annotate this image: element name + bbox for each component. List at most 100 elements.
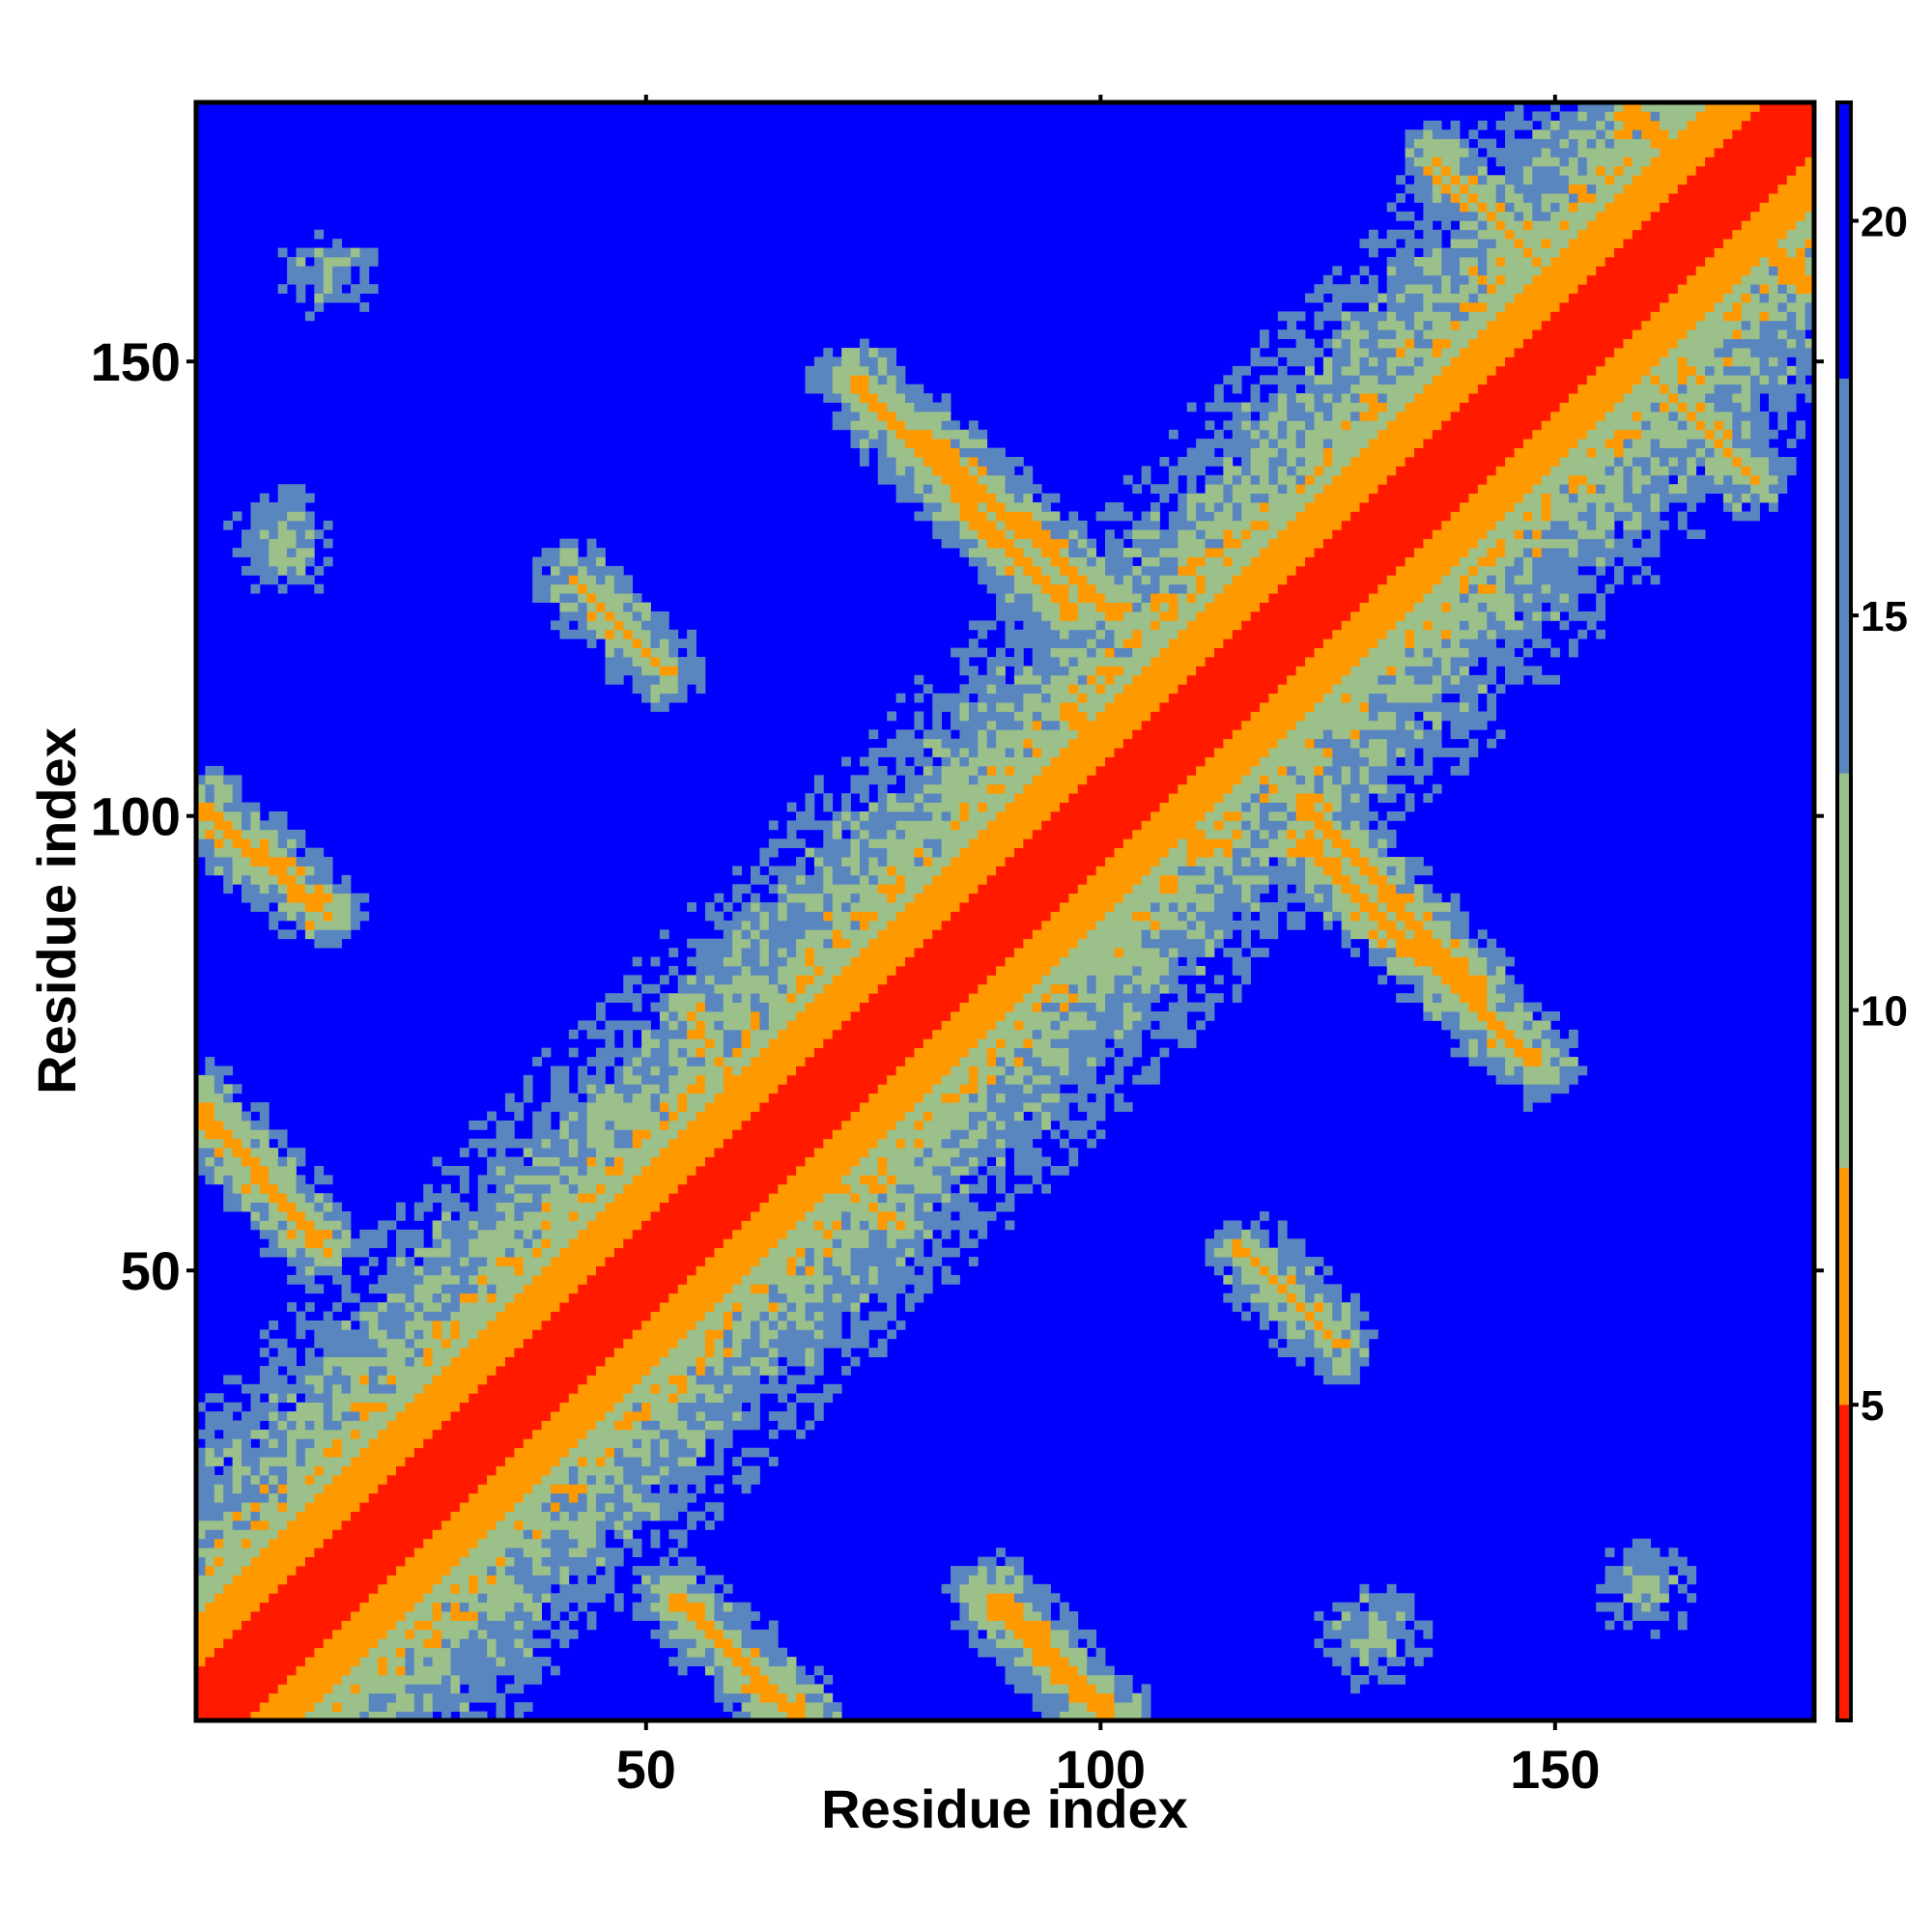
heatmap-cell bbox=[413, 1657, 424, 1666]
heatmap-cell bbox=[659, 1611, 669, 1621]
heatmap-cell bbox=[223, 1420, 234, 1431]
heatmap-cell bbox=[632, 1265, 642, 1276]
heatmap-cell bbox=[323, 538, 333, 549]
heatmap-cell bbox=[786, 866, 797, 876]
heatmap-cell bbox=[277, 1375, 288, 1385]
heatmap-cell bbox=[741, 1293, 752, 1303]
heatmap-cell bbox=[768, 993, 779, 1003]
heatmap-cell bbox=[768, 1411, 779, 1421]
heatmap-cell bbox=[832, 1084, 842, 1094]
heatmap-cell bbox=[623, 666, 634, 676]
heatmap-cell bbox=[405, 1647, 415, 1658]
heatmap-cell bbox=[605, 1402, 615, 1412]
heatmap-cell bbox=[704, 1611, 715, 1621]
heatmap-cell bbox=[768, 1093, 779, 1103]
heatmap-cell bbox=[568, 1320, 579, 1330]
heatmap-cell bbox=[605, 674, 615, 685]
heatmap-cell bbox=[441, 1520, 451, 1530]
heatmap-cell bbox=[550, 1429, 560, 1439]
heatmap-cell bbox=[441, 1220, 451, 1231]
heatmap-cell bbox=[223, 1065, 234, 1076]
heatmap-cell bbox=[378, 1684, 388, 1694]
heatmap-cell bbox=[714, 1402, 724, 1412]
heatmap-cell bbox=[605, 993, 615, 1003]
heatmap-cell bbox=[287, 1274, 297, 1285]
heatmap-cell bbox=[450, 1583, 461, 1594]
heatmap-cell bbox=[413, 1284, 424, 1294]
heatmap-cell bbox=[341, 256, 352, 267]
heatmap-cell bbox=[596, 1575, 606, 1585]
heatmap-cell bbox=[277, 1193, 288, 1204]
heatmap-cell bbox=[778, 1665, 788, 1676]
heatmap-cell bbox=[196, 1165, 206, 1176]
heatmap-cell bbox=[714, 1293, 724, 1303]
heatmap-cell bbox=[259, 493, 270, 503]
heatmap-cell bbox=[223, 1183, 234, 1194]
heatmap-cell bbox=[504, 1156, 515, 1167]
heatmap-cell bbox=[723, 1402, 733, 1412]
heatmap-cell bbox=[641, 1338, 651, 1349]
heatmap-cell bbox=[296, 1620, 306, 1631]
heatmap-cell bbox=[586, 1229, 597, 1239]
heatmap-cell bbox=[550, 1375, 560, 1385]
heatmap-cell bbox=[650, 1420, 661, 1431]
heatmap-cell bbox=[532, 1602, 542, 1612]
heatmap-cell bbox=[813, 965, 824, 976]
heatmap-cell bbox=[850, 1265, 861, 1276]
heatmap-cell bbox=[677, 1156, 688, 1167]
heatmap-cell bbox=[477, 1265, 488, 1276]
heatmap-cell bbox=[605, 657, 615, 667]
heatmap-cell bbox=[350, 1438, 360, 1449]
heatmap-cell bbox=[613, 1311, 624, 1321]
heatmap-cell bbox=[413, 1375, 424, 1385]
heatmap-cell bbox=[605, 1057, 615, 1066]
heatmap-cell bbox=[805, 1220, 815, 1231]
heatmap-cell bbox=[441, 1583, 451, 1594]
heatmap-cell bbox=[668, 1265, 679, 1276]
heatmap-cell bbox=[596, 1211, 606, 1221]
heatmap-cell bbox=[223, 1138, 234, 1149]
heatmap-cell bbox=[623, 1457, 634, 1466]
heatmap-cell bbox=[723, 1420, 733, 1431]
heatmap-cell bbox=[196, 1674, 206, 1685]
heatmap-cell bbox=[205, 1165, 215, 1176]
heatmap-cell bbox=[823, 1074, 834, 1085]
heatmap-cell bbox=[841, 1247, 851, 1258]
heatmap-cell bbox=[541, 1257, 552, 1266]
heatmap-cell bbox=[859, 1002, 869, 1012]
heatmap-cell bbox=[413, 1366, 424, 1376]
heatmap-cell bbox=[714, 1502, 724, 1512]
heatmap-cell bbox=[359, 1611, 370, 1621]
heatmap-cell bbox=[550, 1284, 560, 1294]
heatmap-cell bbox=[832, 866, 842, 876]
heatmap-cell bbox=[332, 293, 342, 303]
heatmap-cell bbox=[413, 1302, 424, 1312]
heatmap-cell bbox=[287, 1383, 297, 1394]
heatmap-cell bbox=[296, 1457, 306, 1466]
heatmap-cell bbox=[287, 548, 297, 557]
heatmap-cell bbox=[441, 1429, 451, 1439]
heatmap-cell bbox=[269, 1375, 279, 1385]
heatmap-cell bbox=[714, 1074, 724, 1085]
heatmap-cell bbox=[650, 1593, 661, 1604]
heatmap-cell bbox=[259, 502, 270, 512]
heatmap-cell bbox=[223, 866, 234, 876]
heatmap-cell bbox=[796, 902, 806, 912]
heatmap-cell bbox=[850, 1148, 861, 1157]
heatmap-cell bbox=[413, 1556, 424, 1567]
heatmap-cell bbox=[696, 1029, 706, 1039]
heatmap-cell bbox=[813, 1165, 824, 1176]
heatmap-cell bbox=[504, 1665, 515, 1676]
heatmap-cell bbox=[578, 1111, 588, 1122]
heatmap-cell bbox=[714, 1220, 724, 1231]
heatmap-cell bbox=[732, 1220, 743, 1231]
heatmap-cell bbox=[332, 1665, 342, 1676]
heatmap-cell bbox=[559, 1202, 570, 1212]
heatmap-cell bbox=[432, 1247, 442, 1258]
heatmap-cell bbox=[778, 884, 788, 895]
heatmap-cell bbox=[796, 820, 806, 831]
heatmap-cell bbox=[469, 1247, 479, 1258]
heatmap-cell bbox=[605, 1183, 615, 1194]
heatmap-cell bbox=[559, 1538, 570, 1548]
heatmap-cell bbox=[850, 838, 861, 849]
